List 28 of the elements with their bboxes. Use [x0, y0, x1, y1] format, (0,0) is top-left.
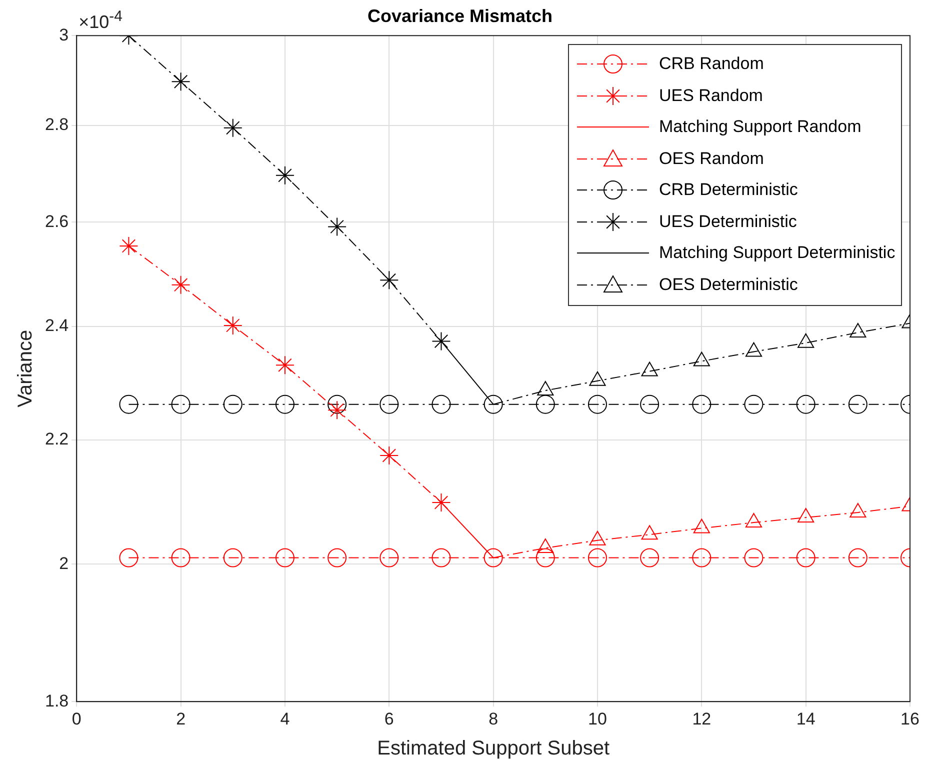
y-tick-label: 2.8: [44, 115, 69, 134]
y-tick-label: 2.2: [44, 430, 69, 449]
legend-label: UES Random: [659, 86, 763, 106]
x-axis-title: Estimated Support Subset: [377, 738, 610, 760]
x-tick-label: 14: [796, 709, 816, 728]
y-tick-label: 2: [59, 554, 69, 573]
legend-label: UES Deterministic: [659, 212, 797, 232]
y-axis-title: Variance: [14, 330, 37, 408]
legend-label: CRB Deterministic: [659, 180, 798, 200]
x-tick-label: 8: [488, 709, 498, 728]
y-tick-label: 3: [59, 25, 69, 44]
x-tick-label: 6: [384, 709, 394, 728]
x-tick-label: 4: [280, 709, 290, 728]
x-tick-label: 12: [692, 709, 712, 728]
text: ×10$^{-4}$: [78, 8, 123, 32]
x-tick-label: 0: [72, 709, 82, 728]
legend-label: Matching Support Random: [659, 117, 862, 138]
legend-label: OES Random: [659, 148, 764, 169]
legend-label: CRB Random: [659, 54, 764, 74]
legend-label: Matching Support Deterministic: [659, 243, 896, 264]
x-tick-label: 16: [900, 709, 920, 728]
y-tick-label: 2.4: [44, 316, 69, 336]
y-tick-label: 1.8: [44, 691, 69, 710]
legend-label: OES Deterministic: [659, 274, 798, 295]
x-tick-label: 10: [588, 709, 607, 728]
y-tick-label: 2.6: [44, 212, 69, 231]
chart-title: Covariance Mismatch: [367, 6, 553, 26]
x-tick-label: 2: [176, 709, 186, 728]
